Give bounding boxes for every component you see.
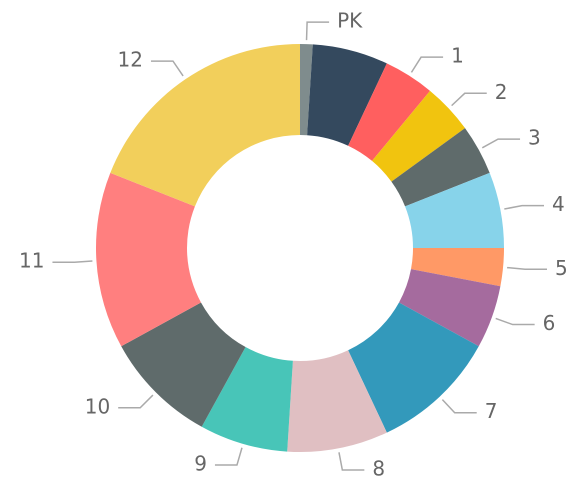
leader-line: [507, 266, 547, 271]
leader-line: [52, 260, 93, 263]
leader-line: [481, 138, 521, 149]
leader-line: [338, 452, 365, 471]
slice-label: 6: [543, 311, 556, 335]
donut-slice: [121, 302, 246, 427]
donut-slice: [96, 172, 201, 347]
donut-slice: [405, 172, 504, 248]
leader-line: [495, 317, 535, 326]
slice-label: 11: [19, 249, 44, 273]
slice-label: 9: [194, 452, 207, 476]
slice-label: 5: [555, 256, 568, 280]
leader-line: [214, 447, 243, 466]
leader-line: [410, 56, 444, 73]
leader-line: [118, 394, 154, 409]
donut-slice: [348, 302, 479, 433]
donut-slice: [372, 90, 466, 182]
slice-label: 12: [118, 48, 143, 72]
leader-line: [504, 204, 544, 210]
slice-label: 4: [552, 192, 565, 216]
slice-label: 8: [372, 456, 385, 480]
leader-line: [451, 92, 487, 107]
slice-label: 3: [528, 126, 541, 150]
leader-line: [441, 399, 477, 414]
slice-label: 1: [451, 44, 464, 68]
donut-slice: [399, 269, 501, 347]
donut-slice: [391, 128, 490, 207]
donut-slice: [348, 63, 431, 161]
slice-label: 10: [85, 394, 110, 418]
donut-slice: [287, 350, 387, 453]
donut-slice: [201, 347, 293, 452]
slice-label: 2: [495, 80, 508, 104]
donut-slice: [300, 44, 313, 136]
leader-line: [305, 21, 330, 41]
donut-slice: [110, 44, 301, 207]
slice-label: PK: [337, 9, 363, 33]
donut-slice: [307, 44, 387, 146]
slice-label: 7: [485, 399, 498, 423]
leader-line: [150, 60, 184, 77]
donut-slice: [410, 248, 504, 287]
